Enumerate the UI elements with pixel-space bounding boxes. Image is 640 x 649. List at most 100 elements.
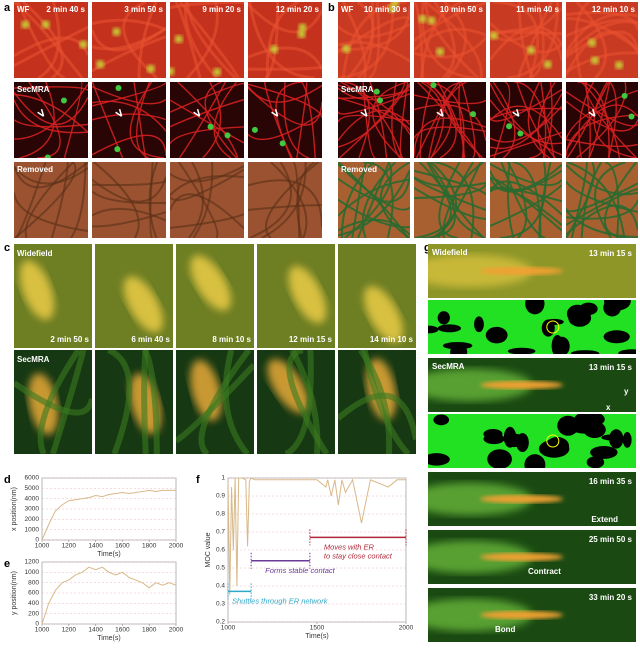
filament bbox=[490, 131, 562, 157]
filament bbox=[92, 207, 166, 222]
spot bbox=[342, 44, 351, 53]
timestamp: 10 min 30 s bbox=[364, 5, 408, 14]
spot bbox=[96, 60, 105, 69]
filament bbox=[490, 105, 562, 143]
filament bbox=[296, 82, 308, 158]
filament bbox=[490, 25, 562, 61]
filament bbox=[575, 2, 608, 78]
filament bbox=[15, 162, 47, 238]
micrograph bbox=[566, 82, 638, 158]
annotation-text: Moves with ER bbox=[324, 542, 375, 551]
arrow bbox=[271, 108, 279, 117]
background bbox=[92, 82, 166, 158]
filament bbox=[438, 162, 461, 238]
spot bbox=[224, 132, 231, 139]
filament bbox=[129, 82, 165, 158]
x-axis-title: Time(s) bbox=[97, 635, 120, 642]
blob bbox=[590, 445, 618, 459]
spot bbox=[436, 47, 445, 56]
x-tick-label: 1800 bbox=[142, 627, 157, 634]
filament bbox=[372, 82, 408, 158]
filament bbox=[286, 350, 330, 454]
y-tick-label: 0.8 bbox=[216, 511, 225, 518]
y-tick-label: 1000 bbox=[25, 569, 40, 576]
filament bbox=[584, 82, 591, 158]
filament bbox=[14, 36, 88, 58]
filament bbox=[492, 82, 516, 158]
filament bbox=[422, 162, 456, 238]
filament bbox=[14, 93, 88, 133]
micrograph bbox=[14, 2, 88, 78]
micrograph bbox=[170, 82, 244, 158]
filament bbox=[248, 46, 322, 70]
panel-label: a bbox=[4, 2, 11, 14]
arrow bbox=[115, 108, 123, 117]
arrow bbox=[193, 108, 201, 117]
filament bbox=[176, 363, 254, 444]
filament bbox=[607, 82, 617, 158]
blob bbox=[433, 414, 450, 426]
filament bbox=[92, 176, 166, 203]
micrograph bbox=[414, 162, 486, 238]
filament bbox=[528, 2, 545, 78]
filament bbox=[14, 86, 88, 91]
blob bbox=[516, 433, 529, 453]
filament bbox=[142, 350, 160, 454]
timestamp: 13 min 15 s bbox=[589, 363, 633, 372]
filament bbox=[490, 99, 562, 145]
background bbox=[248, 162, 322, 238]
filament bbox=[577, 82, 610, 158]
spot bbox=[430, 82, 437, 89]
filament bbox=[338, 87, 410, 101]
filament bbox=[50, 350, 87, 454]
filament bbox=[344, 162, 393, 238]
y-tick-label: 5000 bbox=[25, 485, 40, 492]
blob bbox=[437, 324, 462, 333]
blob bbox=[568, 308, 592, 327]
row-label: WF bbox=[17, 5, 30, 14]
filament bbox=[566, 82, 610, 158]
x-tick-label: 2000 bbox=[399, 625, 414, 632]
filament bbox=[14, 91, 88, 126]
micrograph bbox=[566, 162, 638, 238]
spot bbox=[543, 60, 552, 69]
x-tick-label: 1500 bbox=[310, 625, 325, 632]
filament bbox=[338, 218, 410, 236]
blob bbox=[428, 254, 532, 288]
micrograph bbox=[428, 588, 636, 642]
blob bbox=[474, 316, 484, 333]
filament bbox=[414, 36, 486, 59]
filament bbox=[170, 82, 244, 113]
filament bbox=[170, 174, 244, 196]
blob bbox=[524, 454, 546, 468]
blob bbox=[123, 276, 163, 333]
filament bbox=[603, 162, 638, 238]
filament bbox=[93, 162, 140, 238]
filament bbox=[92, 190, 166, 205]
filament bbox=[92, 18, 166, 32]
x-tick-label: 1400 bbox=[88, 627, 103, 634]
filament bbox=[362, 82, 376, 158]
filament bbox=[437, 162, 482, 238]
row-label: SecMRA bbox=[432, 362, 465, 371]
filament bbox=[566, 180, 638, 213]
y-tick-label: 600 bbox=[28, 590, 39, 597]
filament bbox=[538, 162, 552, 238]
filament bbox=[414, 169, 486, 196]
filament bbox=[188, 162, 204, 238]
blob bbox=[428, 598, 532, 632]
blob bbox=[485, 326, 508, 344]
filament bbox=[399, 82, 409, 158]
filament bbox=[248, 2, 315, 78]
annotation-text: Shuttles through ER network bbox=[232, 596, 329, 605]
marker-ring bbox=[546, 434, 560, 448]
blob bbox=[487, 449, 512, 468]
filament bbox=[198, 350, 252, 454]
spot bbox=[79, 40, 88, 49]
filament bbox=[338, 163, 410, 211]
filament bbox=[170, 165, 244, 183]
blob bbox=[428, 540, 532, 574]
micrograph bbox=[248, 82, 322, 158]
filament bbox=[594, 162, 626, 238]
x-tick-label: 1800 bbox=[142, 543, 157, 550]
